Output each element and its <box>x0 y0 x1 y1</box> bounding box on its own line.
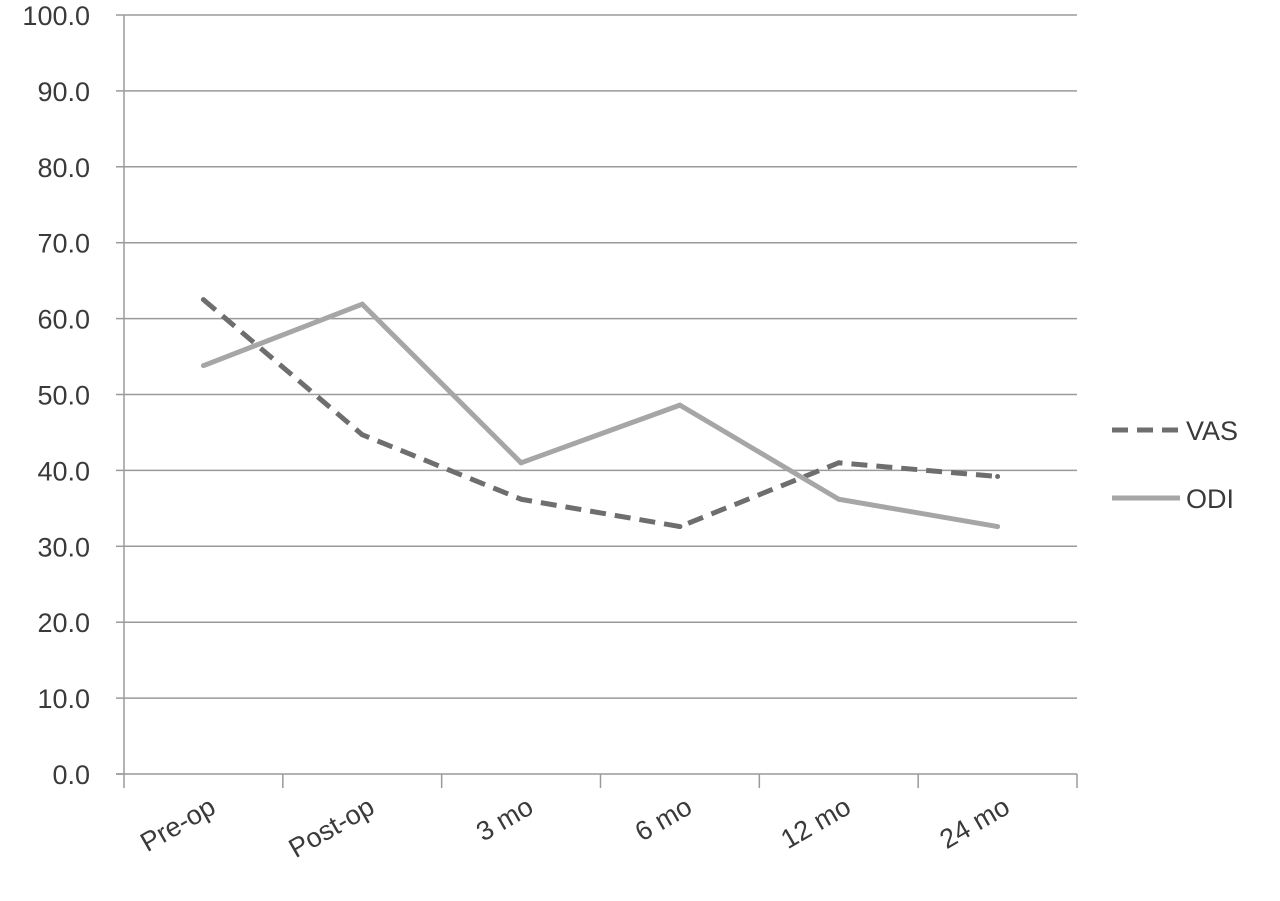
y-tick-label: 70.0 <box>37 229 90 259</box>
y-tick-label: 10.0 <box>37 684 90 714</box>
y-tick-label: 30.0 <box>37 532 90 562</box>
x-tick-label: 12 mo <box>776 791 856 855</box>
series-line-odi <box>202 301 999 530</box>
x-tick-label: Pre-op <box>135 791 220 858</box>
gridlines <box>124 14 1077 699</box>
x-tick-label: 6 mo <box>630 791 697 847</box>
y-tick-label: 90.0 <box>37 77 90 107</box>
axes: 0.0 10.0 20.0 30.0 40.0 50.0 60.0 70.0 80.0 90.0 1… <box>22 1 1078 864</box>
legend: VAS ODI <box>1112 416 1238 514</box>
data-point-odi <box>518 460 524 466</box>
data-point-vas <box>200 297 206 303</box>
y-tick-label: 20.0 <box>37 608 90 638</box>
y-tick-label: 80.0 <box>37 153 90 183</box>
legend-label-vas: VAS <box>1186 416 1238 446</box>
data-point-vas <box>518 496 524 502</box>
y-tick-label: 60.0 <box>37 305 90 335</box>
data-point-odi <box>359 301 365 307</box>
data-point-odi <box>995 524 1001 530</box>
x-tick-label: Post-op <box>284 791 380 864</box>
data-point-odi <box>836 496 842 502</box>
x-tick-label: 24 mo <box>935 791 1015 855</box>
y-tick-label: 50.0 <box>37 381 90 411</box>
data-point-vas <box>836 460 842 466</box>
y-tick-label: 100.0 <box>22 1 90 31</box>
series-lines <box>200 297 1001 530</box>
data-point-odi <box>200 363 206 369</box>
x-tick-label: 3 mo <box>471 791 538 847</box>
y-tick-label: 40.0 <box>37 456 90 486</box>
data-point-vas <box>995 473 1001 479</box>
legend-label-odi: ODI <box>1186 484 1234 514</box>
y-tick-label: 0.0 <box>52 760 90 790</box>
data-point-odi <box>677 402 683 408</box>
data-point-vas <box>359 432 365 438</box>
data-point-vas <box>677 524 683 530</box>
series-line-vas <box>201 297 998 530</box>
